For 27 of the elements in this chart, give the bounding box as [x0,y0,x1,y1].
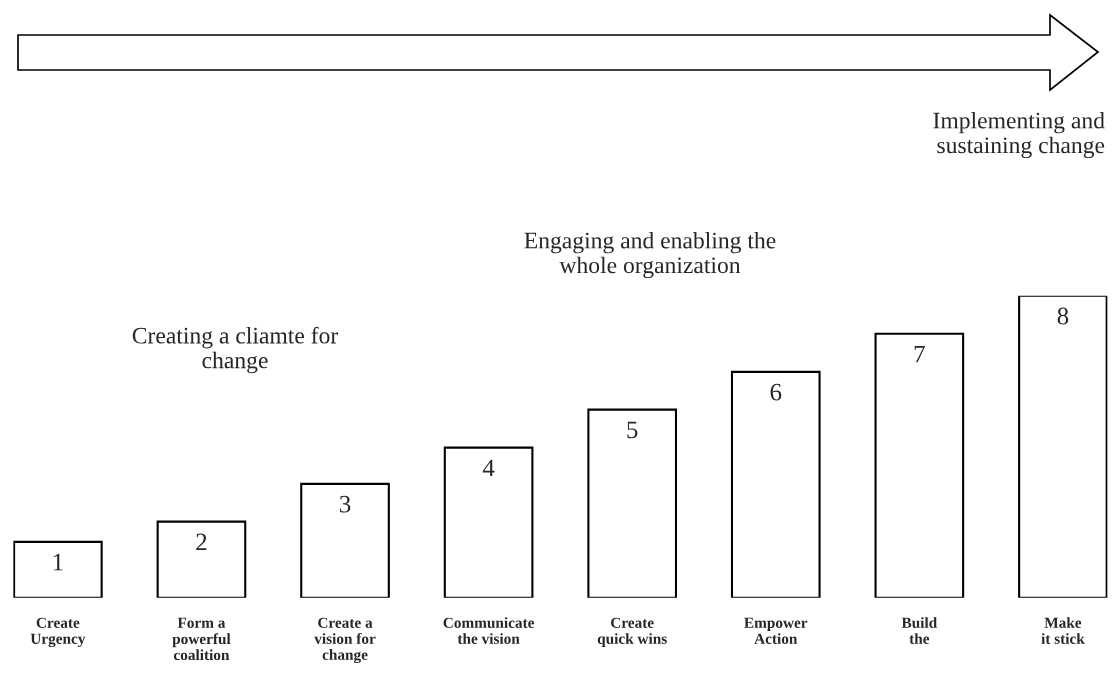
bar [300,482,390,598]
bar [156,520,247,598]
x-tick-label: Empower Action [744,617,808,644]
text: Engaging and enabling the whole organization [524,231,776,279]
annotation: 2 [196,533,207,551]
annotation: 8 [1057,307,1069,325]
annotation: 7 [914,345,925,363]
bar [874,332,965,598]
bar [587,408,678,598]
annotation: 3 [339,495,351,513]
bar [1018,295,1108,598]
annotation: 1 [53,553,63,571]
text: Implementing and sustaining change [933,111,1105,159]
x-tick-label: Create a vision for change [314,617,376,664]
x-tick-label: Build the [901,617,938,644]
annotation: 6 [770,383,782,401]
x-tick-label: Communicate the vision [443,617,535,644]
annotation: 5 [627,421,638,439]
annotation: 4 [482,459,495,477]
x-tick-label: Form a powerful coalition [172,617,231,661]
bar [443,446,534,598]
annotation: Creating a cliamte for change [132,326,339,374]
x-tick-label: Create Urgency [30,617,86,648]
x-tick-label: Make it stick [1041,617,1085,644]
bar [730,370,821,598]
x-tick-label: Create quick wins [597,617,667,647]
bar [13,540,103,598]
